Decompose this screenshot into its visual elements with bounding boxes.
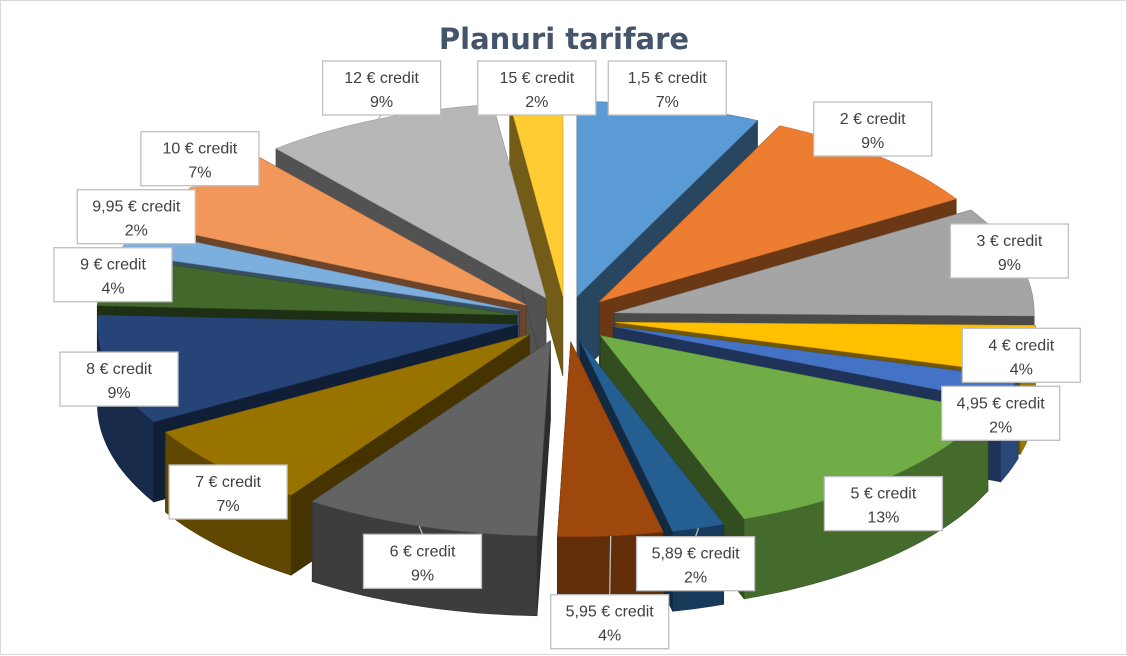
data-label-category: 5 € credit bbox=[850, 486, 916, 503]
data-label-callout: 15 € credit 2% bbox=[478, 61, 596, 115]
data-label-percent: 4% bbox=[101, 281, 124, 298]
data-label-callout: 12 € credit 9% bbox=[323, 61, 441, 119]
data-label-callout: 2 € credit 9% bbox=[814, 102, 932, 157]
data-label-percent: 2% bbox=[684, 570, 707, 587]
data-label-percent: 9% bbox=[998, 257, 1021, 274]
data-label-category: 7 € credit bbox=[195, 474, 261, 491]
data-label-category: 9,95 € credit bbox=[92, 199, 181, 216]
data-label-category: 2 € credit bbox=[840, 111, 906, 128]
data-label-category: 1,5 € credit bbox=[628, 70, 708, 87]
data-label-percent: 7% bbox=[656, 94, 679, 111]
data-label-percent: 7% bbox=[217, 498, 240, 515]
data-label-callout: 10 € credit 7% bbox=[141, 132, 259, 187]
data-label-percent: 9% bbox=[411, 567, 434, 584]
data-label-callout: 1,5 € credit 7% bbox=[608, 61, 726, 115]
data-label-callout: 5 € credit 13% bbox=[824, 477, 942, 531]
data-label-percent: 2% bbox=[125, 223, 148, 240]
data-label-callout: 8 € credit 9% bbox=[60, 352, 178, 406]
data-label-callout: 9,95 € credit 2% bbox=[77, 190, 195, 244]
chart-title: Planuri tarifare bbox=[439, 22, 689, 56]
data-label-callout: 3 € credit 9% bbox=[950, 224, 1068, 278]
data-label-percent: 4% bbox=[1010, 361, 1033, 378]
data-label-percent: 13% bbox=[867, 510, 899, 527]
data-label-percent: 2% bbox=[525, 94, 548, 111]
data-label-category: 3 € credit bbox=[976, 233, 1042, 250]
data-label-category: 12 € credit bbox=[344, 70, 419, 87]
data-label-callout: 7 € credit 7% bbox=[169, 465, 287, 519]
data-label-category: 10 € credit bbox=[163, 141, 238, 158]
data-label-callout: 4,95 € credit 2% bbox=[942, 386, 1060, 440]
data-label-percent: 9% bbox=[370, 94, 393, 111]
data-label-category: 8 € credit bbox=[86, 361, 152, 378]
data-label-percent: 2% bbox=[989, 419, 1012, 436]
data-label-category: 5,95 € credit bbox=[566, 604, 655, 621]
data-label-category: 9 € credit bbox=[80, 257, 146, 274]
data-label-category: 15 € credit bbox=[499, 70, 574, 87]
data-label-callout: 9 € credit 4% bbox=[54, 248, 172, 302]
data-label-percent: 9% bbox=[861, 135, 884, 152]
data-label-callout: 4 € credit 4% bbox=[962, 328, 1080, 382]
data-label-category: 4 € credit bbox=[988, 337, 1054, 354]
data-label-percent: 9% bbox=[107, 385, 130, 402]
data-label-category: 5,89 € credit bbox=[652, 546, 741, 563]
data-label-callout: 6 € credit 9% bbox=[364, 526, 482, 588]
data-label-category: 6 € credit bbox=[390, 543, 456, 560]
data-label-percent: 7% bbox=[188, 165, 211, 182]
data-label-percent: 4% bbox=[598, 628, 621, 645]
data-label-category: 4,95 € credit bbox=[957, 395, 1046, 412]
data-label-callout: 5,89 € credit 2% bbox=[637, 528, 755, 591]
